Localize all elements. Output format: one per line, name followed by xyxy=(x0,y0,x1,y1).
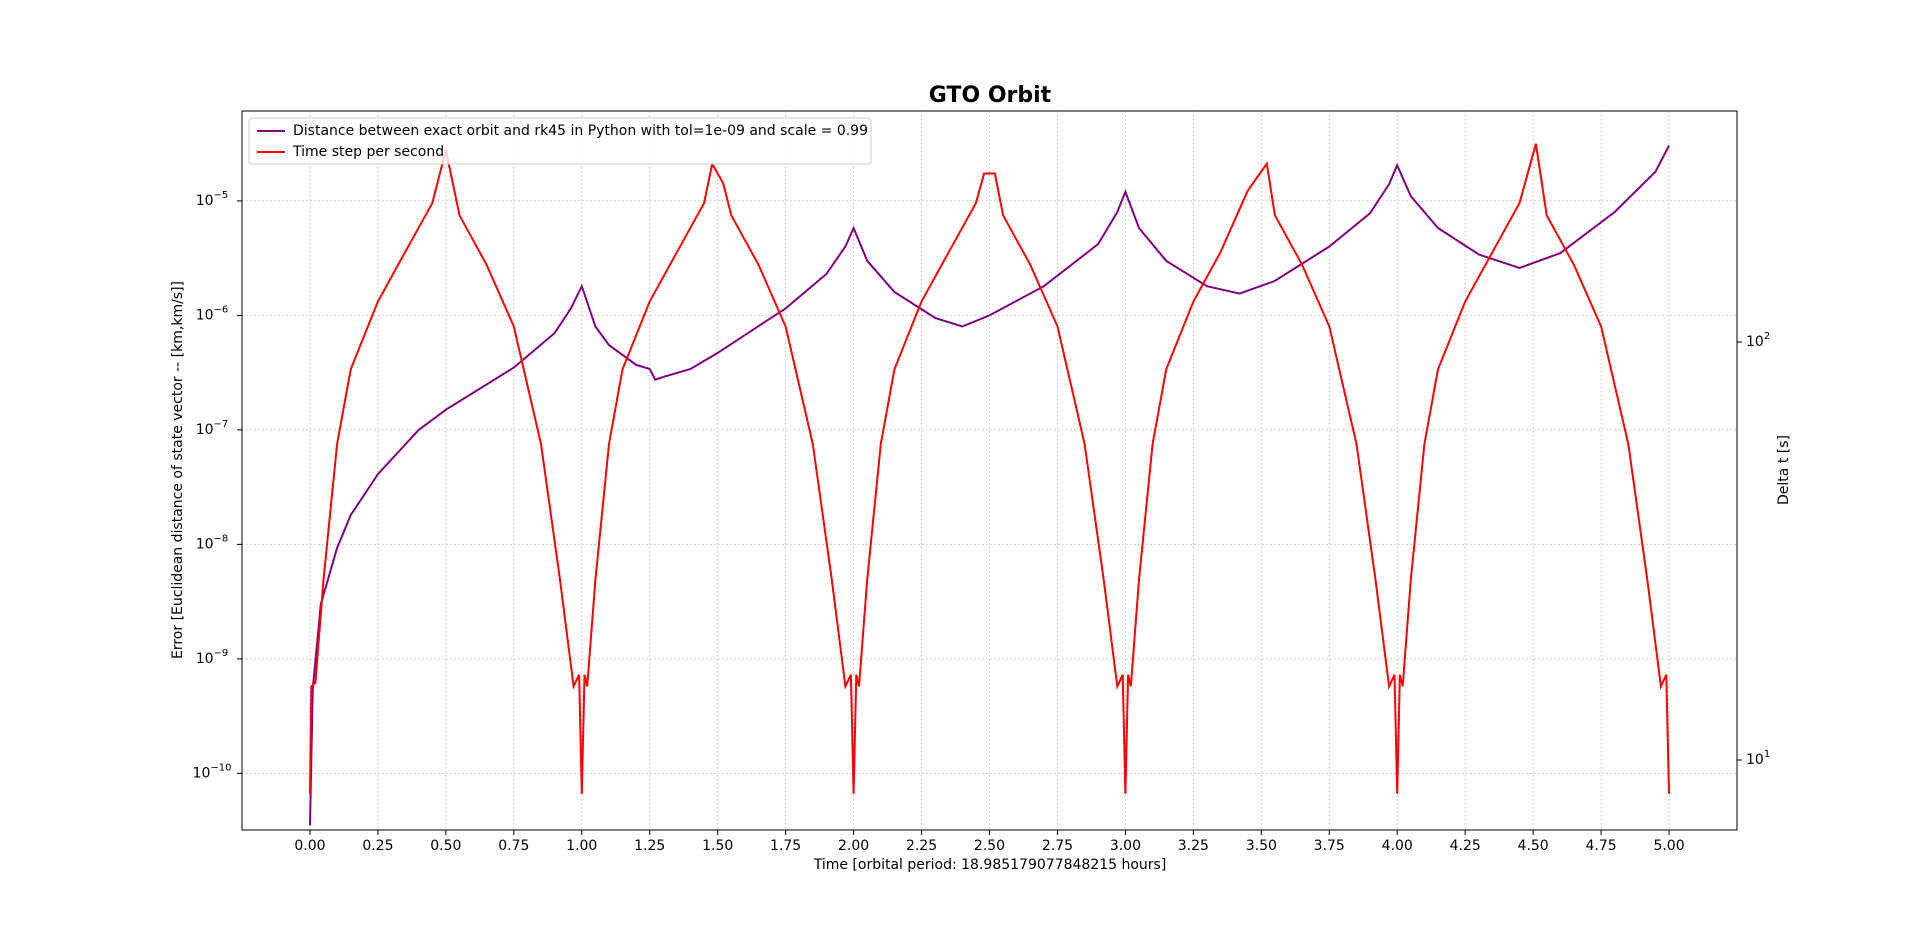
plot-frame xyxy=(241,110,1738,831)
x-tick-label: 5.00 xyxy=(1653,838,1684,854)
x-tick-label: 3.75 xyxy=(1314,838,1345,854)
x-tick-label: 1.00 xyxy=(566,838,597,854)
y-tick-label: 10−7 xyxy=(196,419,229,438)
x-tick-label: 3.00 xyxy=(1110,838,1141,854)
x-tick-label: 2.25 xyxy=(906,838,937,854)
x-tick-label: 0.25 xyxy=(362,838,393,854)
y-tick-label: 10−8 xyxy=(196,533,229,552)
x-tick-label: 2.75 xyxy=(1042,838,1073,854)
y2-axis-label: Delta t [s] xyxy=(1776,435,1792,505)
x-tick-label: 1.50 xyxy=(702,838,733,854)
data-line xyxy=(309,145,1670,826)
legend-label: Time step per second xyxy=(292,144,444,160)
x-tick-label: 2.00 xyxy=(838,838,869,854)
x-tick-label: 1.25 xyxy=(634,838,665,854)
x-axis-label: Time [orbital period: 18.985179077848215… xyxy=(813,857,1167,873)
y2-tick-label: 101 xyxy=(1746,749,1770,768)
x-tick-label: 1.75 xyxy=(770,838,801,854)
x-tick-label: 0.75 xyxy=(498,838,529,854)
y-tick-label: 10−9 xyxy=(196,648,229,667)
x-tick-label: 0.00 xyxy=(294,838,325,854)
x-tick-label: 4.25 xyxy=(1450,838,1481,854)
x-tick-label: 0.50 xyxy=(430,838,461,854)
y-tick-label: 10−5 xyxy=(196,190,229,209)
x-tick-label: 4.50 xyxy=(1518,838,1549,854)
x-tick-label: 3.50 xyxy=(1246,838,1277,854)
y2-tick-label: 102 xyxy=(1746,331,1770,350)
legend-box xyxy=(248,117,872,165)
x-tick-label: 3.25 xyxy=(1178,838,1209,854)
x-tick-label: 4.75 xyxy=(1586,838,1617,854)
chart-title: GTO Orbit xyxy=(929,83,1052,108)
data-line xyxy=(309,143,1670,794)
y-tick-label: 10−6 xyxy=(196,304,229,323)
legend-label: Distance between exact orbit and rk45 in… xyxy=(293,123,868,139)
x-tick-label: 2.50 xyxy=(974,838,1005,854)
y-axis-label: Error [Euclidean distance of state vecto… xyxy=(170,281,186,659)
x-tick-label: 4.00 xyxy=(1382,838,1413,854)
y-tick-label: 10−10 xyxy=(193,762,232,781)
